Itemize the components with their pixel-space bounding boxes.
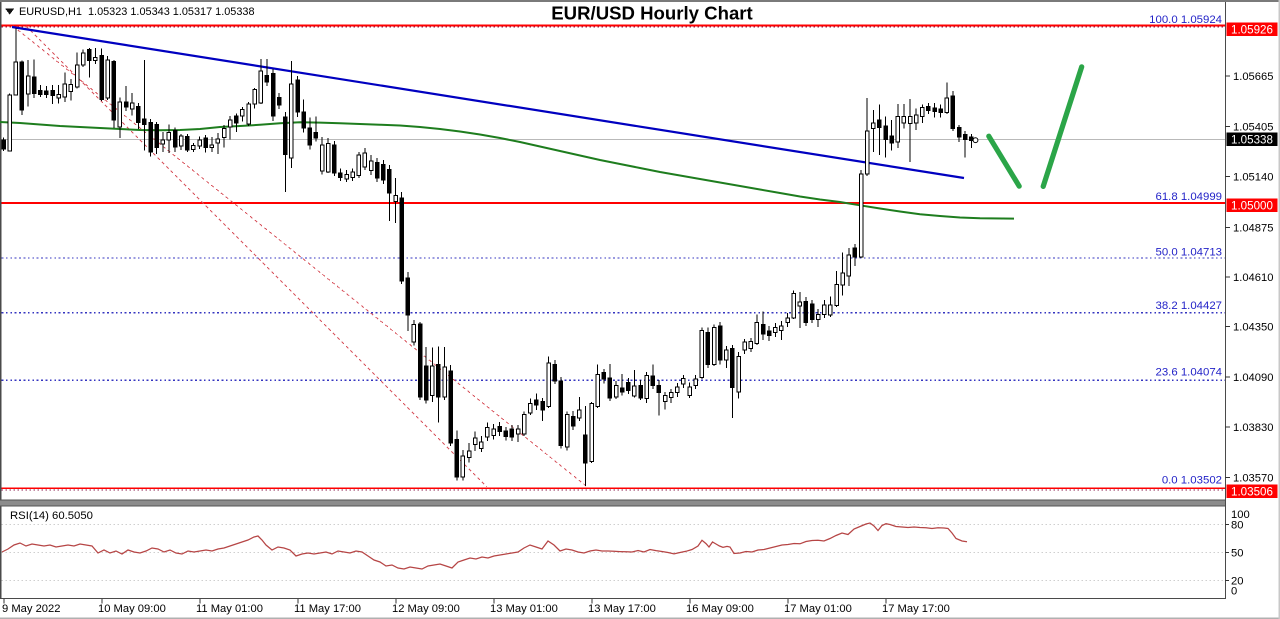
svg-text:17 May 01:00: 17 May 01:00 [784,603,852,615]
svg-text:38.2 1.04427: 38.2 1.04427 [1155,300,1222,312]
svg-text:80: 80 [1231,520,1243,532]
svg-text:1.04090: 1.04090 [1233,372,1273,384]
svg-text:20: 20 [1231,576,1243,588]
svg-text:50: 50 [1231,548,1243,560]
svg-text:1.03506: 1.03506 [1231,486,1273,499]
svg-text:10 May 09:00: 10 May 09:00 [98,603,166,615]
svg-text:1.05000: 1.05000 [1231,200,1273,213]
svg-text:0: 0 [1231,586,1237,598]
svg-text:23.6 1.04074: 23.6 1.04074 [1155,367,1222,379]
svg-text:1.05405: 1.05405 [1233,122,1273,134]
svg-text:1.03830: 1.03830 [1233,422,1273,434]
svg-text:1.04610: 1.04610 [1233,272,1273,284]
svg-text:1.05665: 1.05665 [1233,71,1273,83]
svg-text:17 May 17:00: 17 May 17:00 [882,603,950,615]
svg-text:13 May 17:00: 13 May 17:00 [588,603,656,615]
svg-text:1.05926: 1.05926 [1231,24,1273,37]
svg-text:12 May 09:00: 12 May 09:00 [392,603,460,615]
svg-text:1.05338: 1.05338 [1231,134,1273,147]
svg-text:13 May 01:00: 13 May 01:00 [490,603,558,615]
svg-text:61.8 1.04999: 61.8 1.04999 [1155,191,1222,203]
svg-text:1.05140: 1.05140 [1233,172,1273,184]
svg-text:EUR/USD Hourly Chart: EUR/USD Hourly Chart [551,3,752,24]
svg-text:11 May 17:00: 11 May 17:00 [294,603,361,615]
svg-text:0.0 1.03502: 0.0 1.03502 [1162,474,1222,486]
svg-text:11 May 01:00: 11 May 01:00 [196,603,263,615]
svg-text:16 May 09:00: 16 May 09:00 [686,603,754,615]
svg-text:1.04350: 1.04350 [1233,322,1273,334]
svg-text:1.03570: 1.03570 [1233,473,1273,485]
svg-text:EURUSD,H1 1.05323 1.05343 1.0: EURUSD,H1 1.05323 1.05343 1.05317 1.0533… [19,6,255,18]
svg-text:50.0 1.04713: 50.0 1.04713 [1155,247,1222,259]
svg-text:9 May 2022: 9 May 2022 [2,603,60,615]
svg-text:RSI(14) 60.5050: RSI(14) 60.5050 [10,510,93,522]
svg-text:100: 100 [1231,509,1250,521]
svg-text:100.0 1.05924: 100.0 1.05924 [1149,14,1222,26]
svg-text:1.04875: 1.04875 [1233,222,1273,234]
